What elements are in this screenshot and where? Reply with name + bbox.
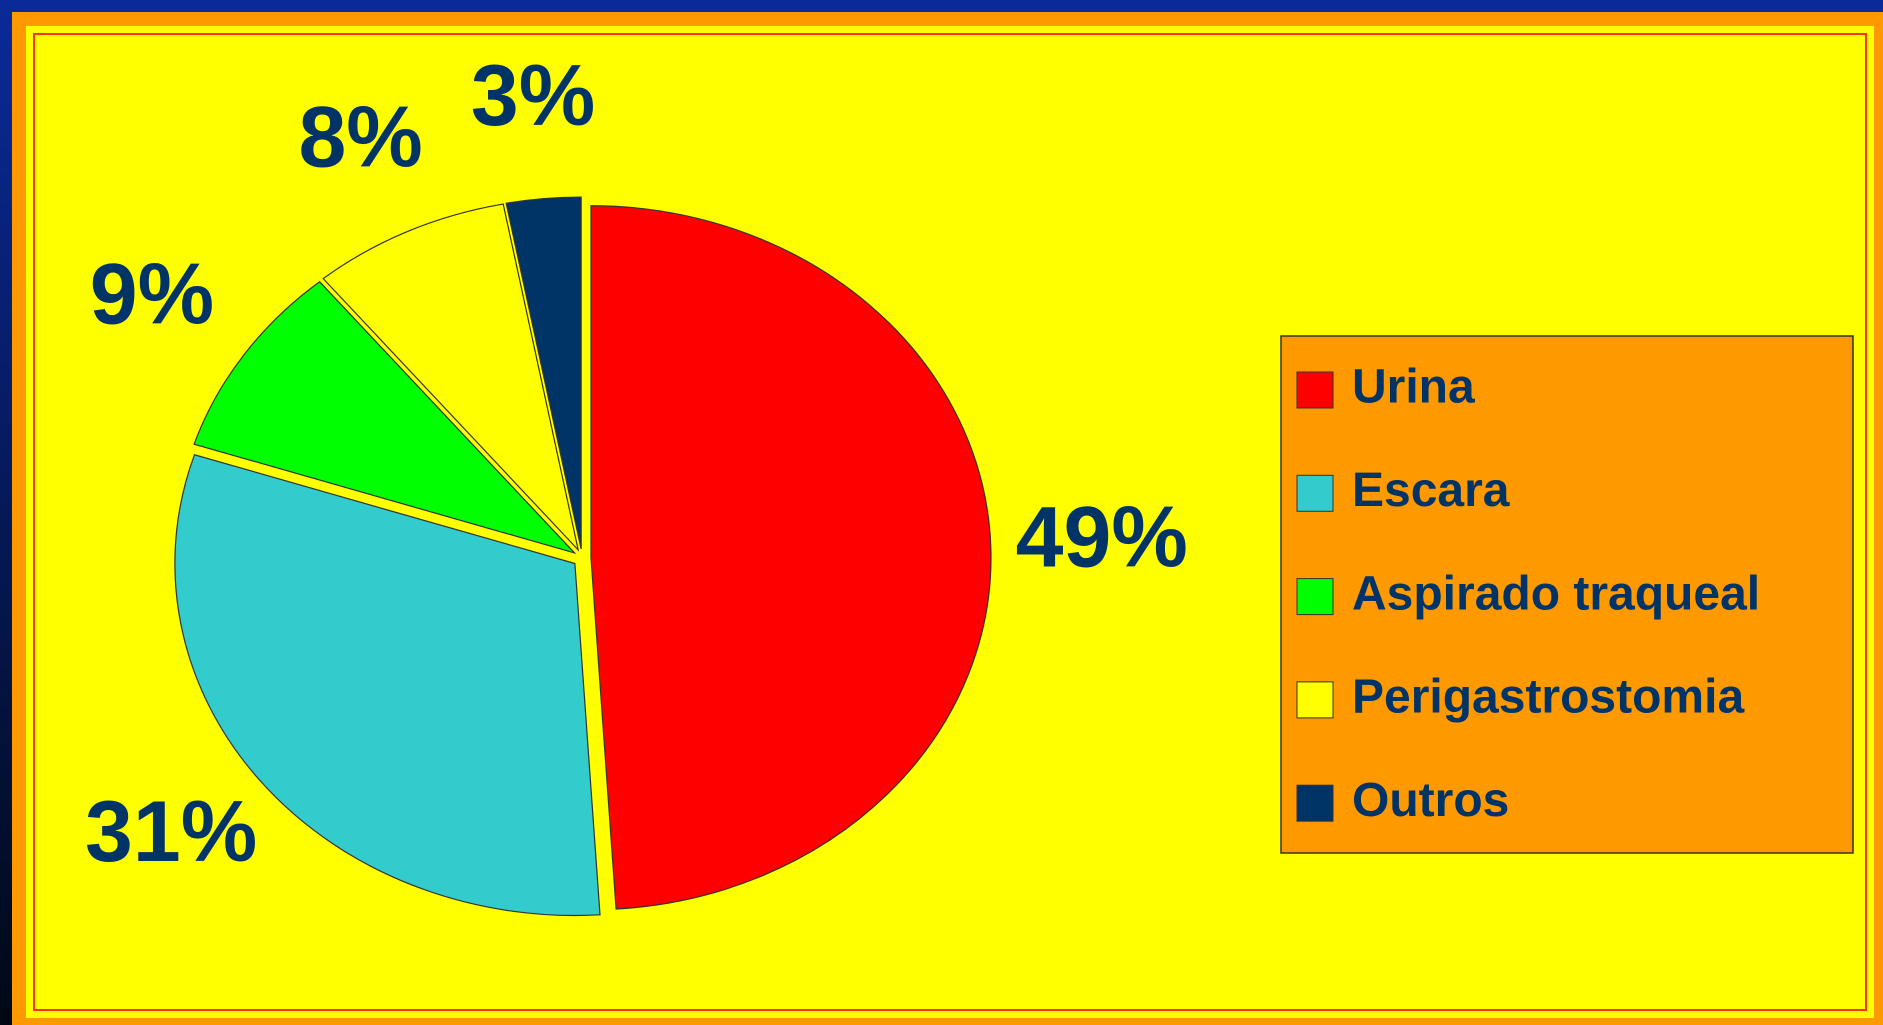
legend-swatch: [1296, 371, 1334, 409]
legend-swatch: [1296, 474, 1334, 512]
legend-label: Escara: [1352, 464, 1510, 517]
inner-border: [33, 33, 1867, 1011]
legend-swatch: [1296, 578, 1334, 616]
legend-label: Aspirado traqueal: [1352, 567, 1760, 620]
data-label: 9%: [90, 247, 214, 343]
pie-slice: [322, 203, 580, 552]
pie-slice: [193, 280, 577, 555]
data-label: 3%: [471, 48, 595, 144]
pie-slice: [590, 205, 992, 910]
data-label: 49%: [1016, 489, 1188, 585]
legend-swatch: [1296, 681, 1334, 719]
pie-slice: [505, 196, 582, 550]
legend-label: Outros: [1352, 774, 1509, 827]
pie-slice: [174, 454, 601, 917]
legend-swatch: [1296, 784, 1334, 822]
legend-label: Urina: [1352, 361, 1475, 414]
data-label: 31%: [85, 784, 257, 880]
legend-label: Perigastrostomia: [1352, 671, 1744, 724]
legend: [1280, 335, 1854, 854]
data-label: 8%: [298, 90, 422, 186]
